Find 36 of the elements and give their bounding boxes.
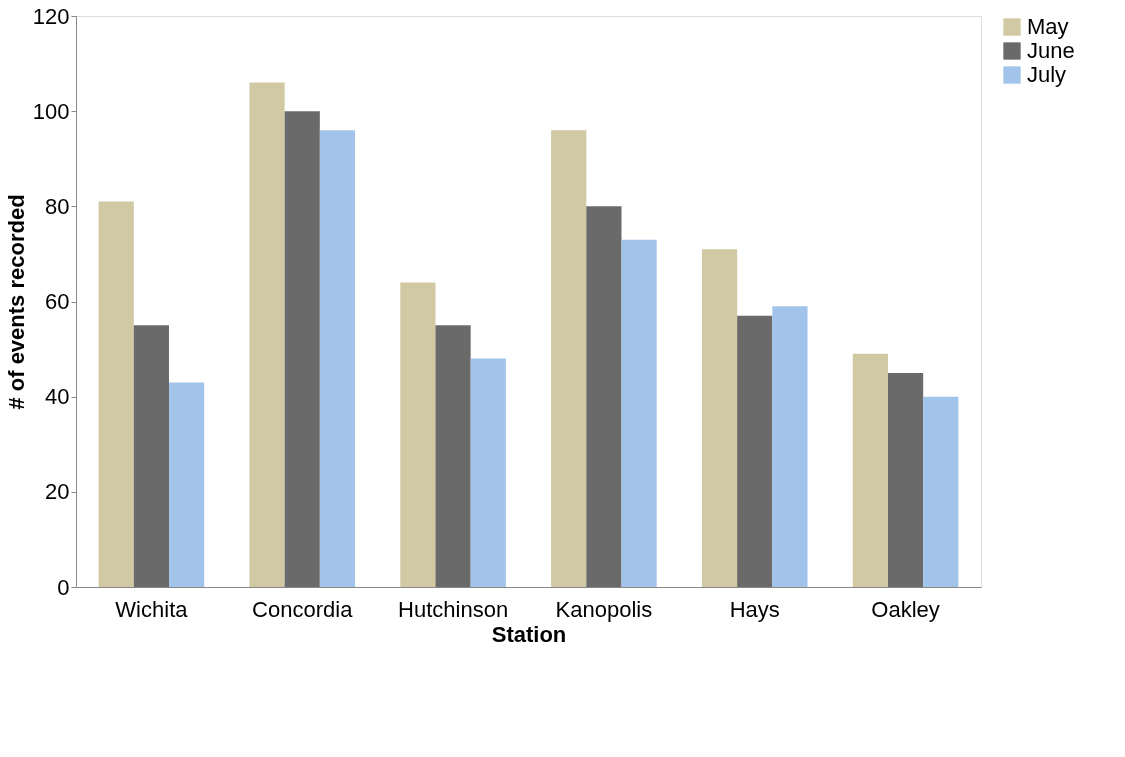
y-tick-label: 60 bbox=[45, 289, 70, 314]
bar bbox=[435, 325, 471, 587]
x-tick-label: Hutchinson bbox=[398, 596, 509, 622]
y-tick-label: 40 bbox=[45, 384, 70, 410]
bar bbox=[586, 206, 622, 587]
y-tick-label: 80 bbox=[45, 193, 70, 219]
x-tick-label: Concordia bbox=[252, 596, 354, 622]
y-tick-label: 100 bbox=[32, 98, 70, 124]
x-tick-label: Oakley bbox=[871, 596, 940, 622]
y-tick-label: 0 bbox=[57, 574, 70, 600]
bar bbox=[551, 130, 587, 587]
bar bbox=[249, 82, 285, 587]
bar bbox=[133, 325, 170, 587]
y-tick-label: 120 bbox=[32, 3, 70, 29]
bar bbox=[621, 239, 657, 587]
y-tick-label: 20 bbox=[45, 479, 70, 505]
bar bbox=[319, 130, 356, 587]
x-tick-label: Wichita bbox=[115, 596, 189, 622]
bar bbox=[169, 382, 205, 587]
x-axis-title: Station bbox=[491, 621, 567, 647]
x-tick-label: Hays bbox=[729, 596, 780, 622]
legend-label: May bbox=[1027, 14, 1069, 39]
bar bbox=[923, 396, 959, 587]
x-tick-label: Kanopolis bbox=[555, 596, 653, 622]
bar bbox=[470, 358, 506, 587]
bar bbox=[887, 372, 924, 587]
bar bbox=[701, 249, 738, 587]
legend-label: July bbox=[1027, 62, 1067, 87]
bar bbox=[772, 306, 808, 587]
y-axis-title: # of events recorded bbox=[3, 194, 29, 410]
bar bbox=[852, 353, 888, 587]
bar bbox=[98, 201, 134, 587]
bar bbox=[400, 282, 436, 587]
bar bbox=[284, 111, 320, 587]
legend-label: June bbox=[1027, 38, 1075, 63]
bar bbox=[737, 315, 773, 587]
